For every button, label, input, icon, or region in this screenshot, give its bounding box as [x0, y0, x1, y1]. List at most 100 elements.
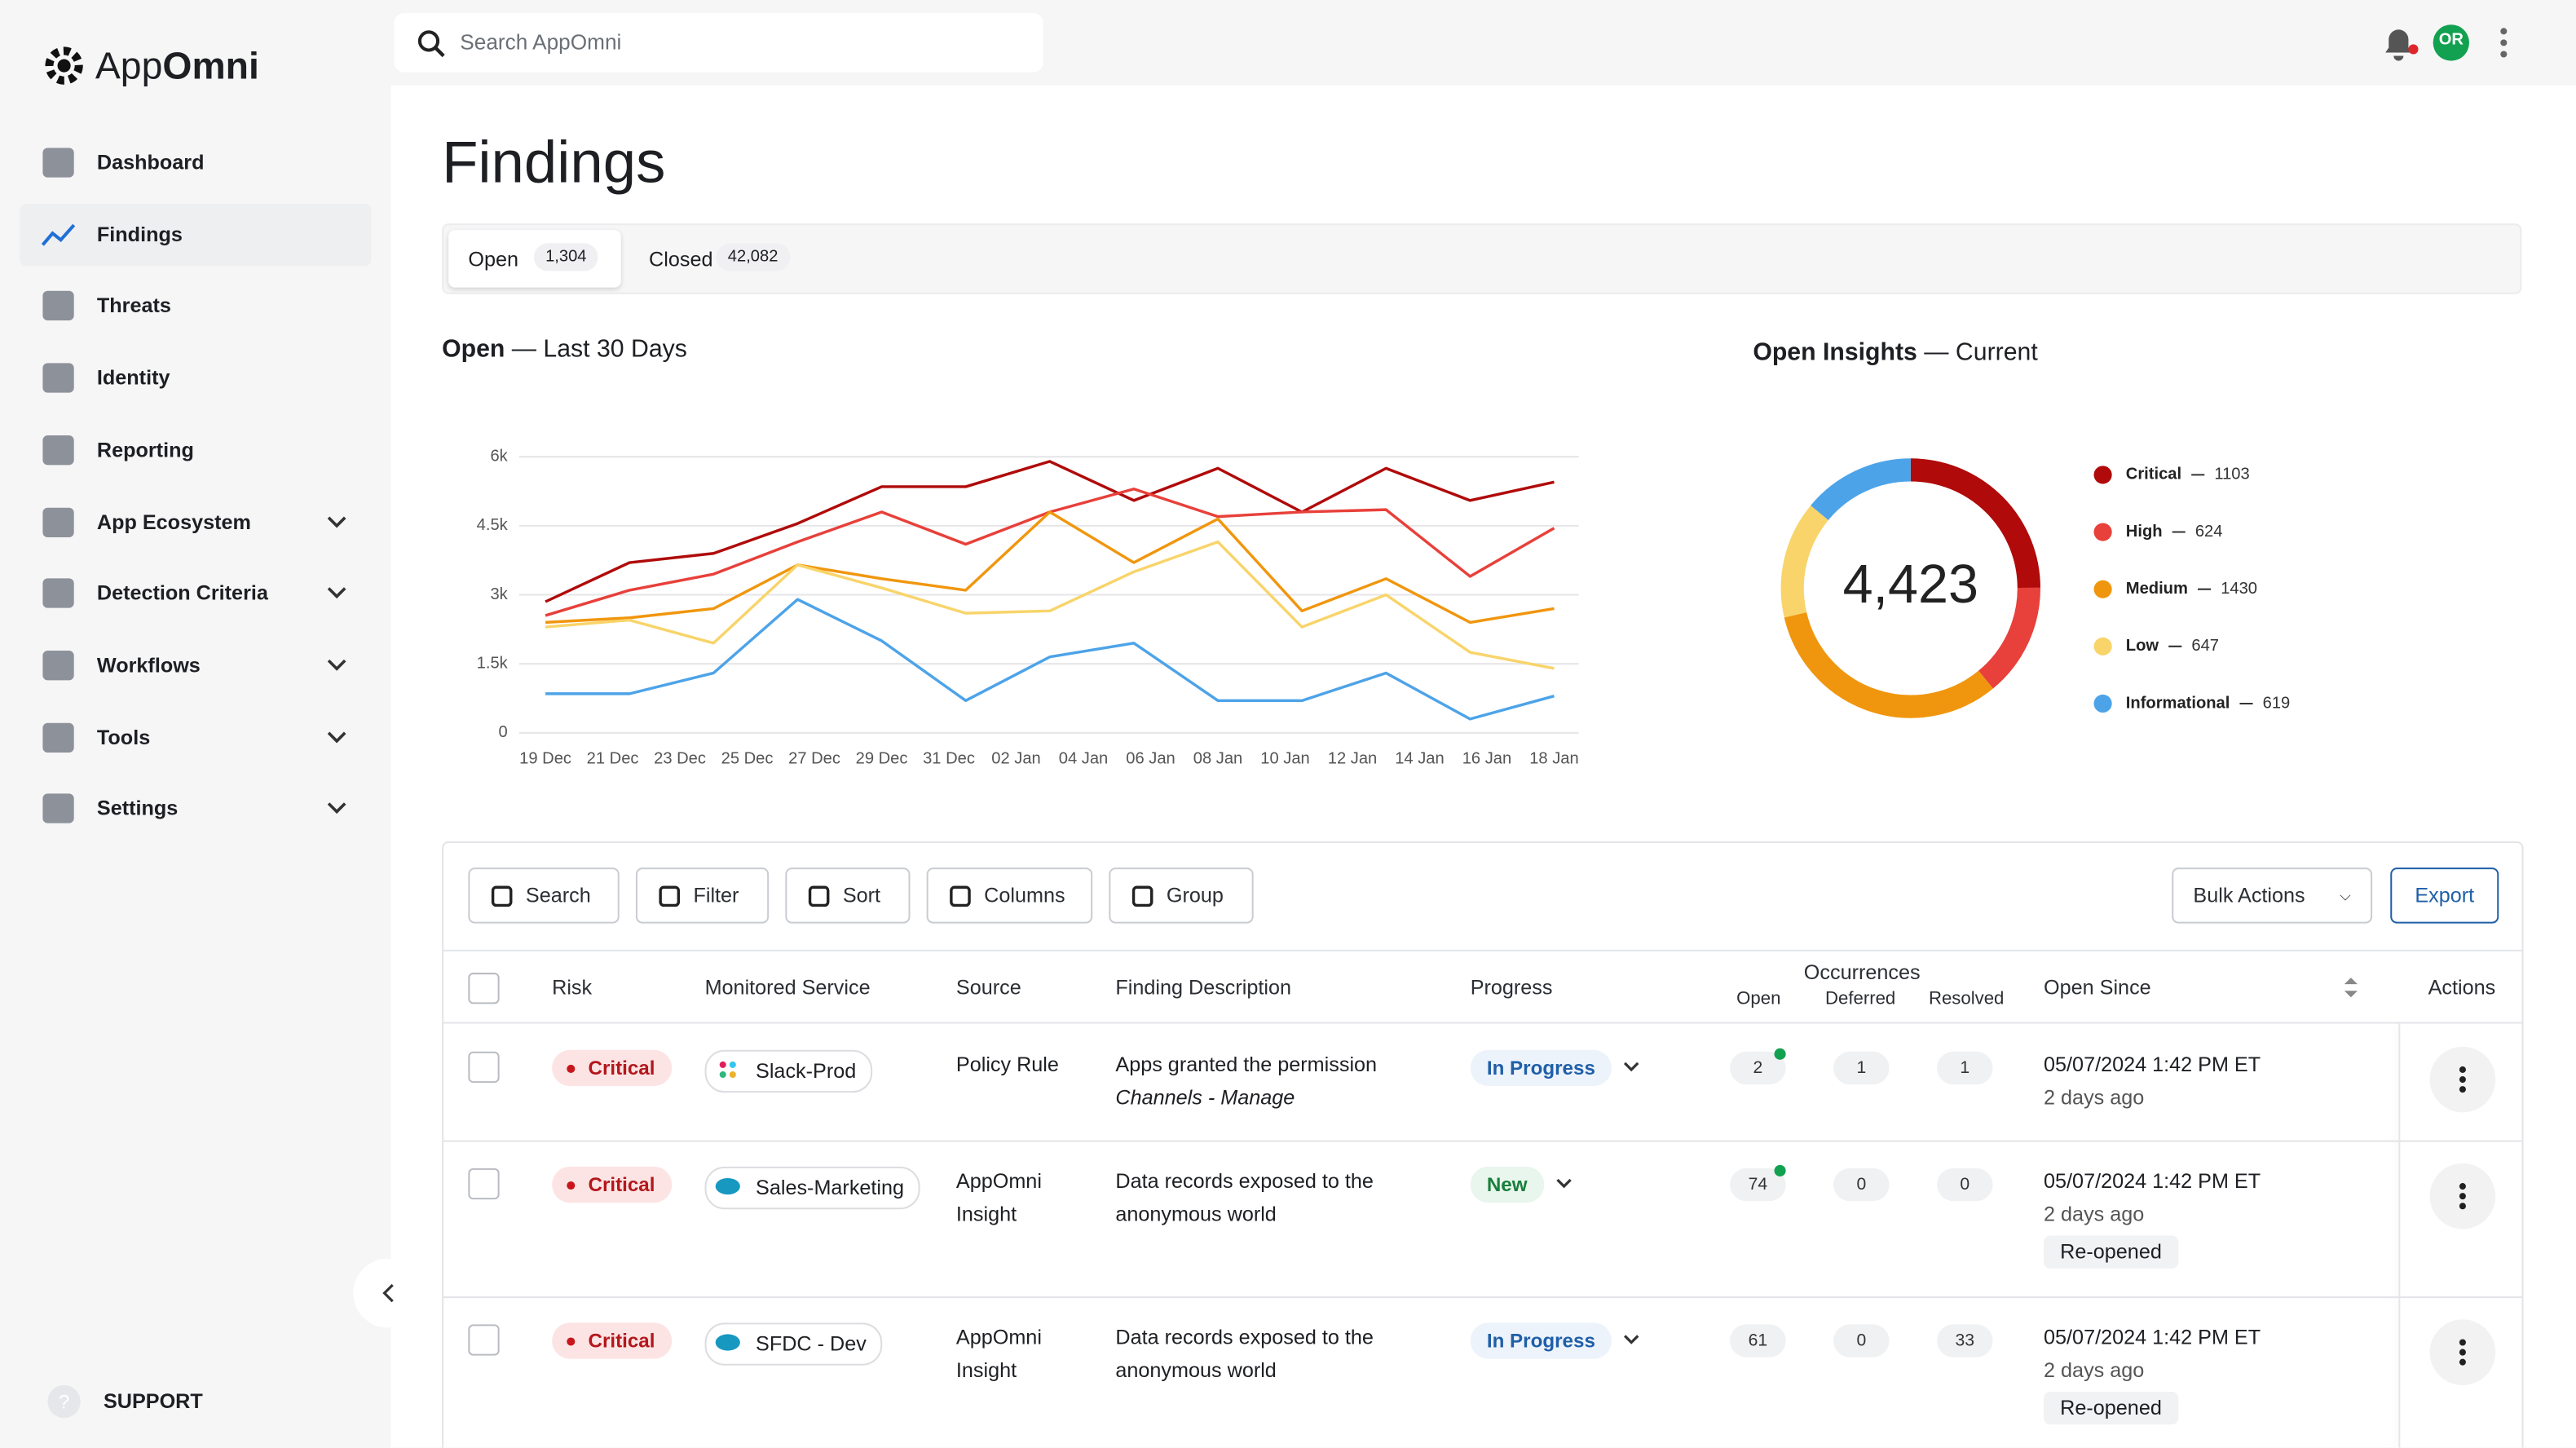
- x-tick-label: 25 Dec: [721, 749, 774, 767]
- notification-dot: [2408, 44, 2419, 55]
- legend-swatch: [2093, 466, 2112, 484]
- nav-icon: [42, 506, 74, 536]
- button-label: Export: [2415, 884, 2475, 907]
- row-actions-button[interactable]: [2428, 1046, 2498, 1116]
- nav-item[interactable]: Reporting: [96, 438, 194, 461]
- donut-segment: [1780, 505, 1829, 618]
- occurrence-count: 0: [1833, 1324, 1890, 1358]
- chevron: [1623, 1062, 1639, 1072]
- cloud: [715, 1334, 740, 1351]
- open-since-ago: 2 days ago: [2044, 1203, 2145, 1226]
- chevron: [327, 587, 346, 599]
- toolbar-button[interactable]: Sort: [785, 867, 911, 924]
- occurrence-count: 0: [1833, 1168, 1890, 1202]
- nav-icon: [42, 148, 74, 178]
- row-actions-button[interactable]: [2428, 1319, 2498, 1388]
- tab-count: 1,304: [533, 243, 598, 272]
- column-header: Monitored Service: [704, 976, 871, 1000]
- trend-icon: [41, 223, 76, 245]
- sort-arrows: [2344, 978, 2358, 998]
- search-placeholder: Search AppOmni: [460, 29, 622, 55]
- actions-column-shadow: [2398, 1023, 2401, 1448]
- occurrence-count: 1: [1833, 1051, 1890, 1085]
- legend-value: 1430: [2221, 580, 2257, 598]
- line-series: [545, 510, 1555, 625]
- service-icon: [715, 1177, 740, 1195]
- progress-dropdown: [1623, 1062, 1639, 1072]
- bell-icon[interactable]: [2385, 29, 2412, 61]
- row-checkbox[interactable]: [468, 1168, 500, 1200]
- search-bar[interactable]: Search AppOmni: [394, 13, 1043, 73]
- toolbar-button[interactable]: Search: [468, 867, 620, 924]
- line-series: [545, 460, 1555, 603]
- row-checkbox[interactable]: [468, 1324, 500, 1356]
- service-chip: Sales-Marketing: [704, 1166, 921, 1210]
- x-tick-label: 04 Jan: [1059, 749, 1108, 767]
- nav-item[interactable]: Workflows: [96, 653, 201, 678]
- kebab-dot: [2459, 1203, 2466, 1210]
- open-since-date: 05/07/2024 1:42 PM ET: [2044, 1326, 2261, 1349]
- progress-pill[interactable]: In Progress: [1470, 1322, 1612, 1359]
- service-icon: [715, 1334, 740, 1351]
- nav-chevron: [327, 659, 346, 671]
- tab[interactable]: Closed 42,082: [629, 230, 827, 288]
- legend-swatch: [2093, 694, 2112, 713]
- slack-bar: [719, 1061, 726, 1068]
- nav-item[interactable]: Identity: [96, 366, 170, 390]
- svg-text:?: ?: [59, 1391, 69, 1413]
- toolbar-button[interactable]: Columns: [926, 867, 1093, 924]
- x-tick-label: 19 Dec: [519, 749, 571, 767]
- select-all-checkbox[interactable]: [468, 973, 500, 1004]
- nav-item[interactable]: Settings: [96, 797, 179, 821]
- occurrence-count: 0: [1937, 1168, 1993, 1202]
- tab[interactable]: Open 1,304: [448, 230, 621, 288]
- reopened-tag: Re-opened: [2044, 1391, 2179, 1425]
- nav-item[interactable]: Dashboard: [96, 151, 205, 174]
- line-chart-subtitle: — Last 30 Days: [511, 335, 687, 364]
- progress-pill[interactable]: In Progress: [1470, 1049, 1612, 1087]
- nav-glyph: [42, 148, 74, 178]
- nav-icon: [41, 223, 76, 245]
- export-button[interactable]: Export: [2390, 867, 2499, 924]
- nav-item[interactable]: Threats: [96, 294, 171, 318]
- tab-label: Open: [468, 248, 519, 272]
- service-icon: [719, 1061, 736, 1079]
- support-link[interactable]: SUPPORT: [103, 1389, 203, 1414]
- row-actions-button[interactable]: [2428, 1163, 2498, 1233]
- source-text: Insight: [955, 1358, 1017, 1382]
- nav-active-bg: [20, 203, 372, 266]
- progress-pill[interactable]: New: [1470, 1166, 1544, 1203]
- collapse-button[interactable]: [351, 1257, 427, 1333]
- button-label: Columns: [984, 884, 1065, 907]
- x-tick-label: 18 Jan: [1529, 749, 1578, 767]
- cloud: [715, 1177, 740, 1195]
- x-tick-label: 29 Dec: [856, 749, 908, 767]
- nav-glyph: [42, 363, 74, 393]
- occurrence-count: 74: [1730, 1168, 1786, 1202]
- kebab-dot: [2459, 1349, 2466, 1356]
- nav-item[interactable]: Findings: [96, 223, 183, 246]
- table-header-divider: [443, 949, 2522, 951]
- kebab-dot: [2459, 1183, 2466, 1190]
- logo-app: App: [95, 43, 163, 86]
- nav-item[interactable]: Tools: [96, 725, 151, 749]
- avatar[interactable]: [2433, 24, 2469, 61]
- x-tick-label: 02 Jan: [991, 749, 1040, 767]
- nav-chevron: [327, 802, 346, 814]
- toolbar-button[interactable]: Group: [1109, 867, 1254, 924]
- legend-label: Medium: [2126, 580, 2188, 598]
- new-activity-dot: [1774, 1164, 1786, 1176]
- nav-chevron: [327, 515, 346, 528]
- toolbar-button[interactable]: Filter: [635, 867, 770, 924]
- chevron: [1623, 1335, 1639, 1344]
- source-text: Insight: [955, 1203, 1017, 1226]
- nav-item[interactable]: App Ecosystem: [96, 510, 251, 533]
- row-checkbox[interactable]: [468, 1051, 500, 1084]
- chevron: [1556, 1178, 1572, 1189]
- button-icon: [808, 885, 830, 907]
- risk-dot: [567, 1064, 576, 1073]
- nav-item[interactable]: Detection Criteria: [96, 581, 268, 606]
- bulk-actions-button[interactable]: Bulk Actions ⌵: [2172, 867, 2373, 924]
- legend-swatch: [2093, 580, 2112, 598]
